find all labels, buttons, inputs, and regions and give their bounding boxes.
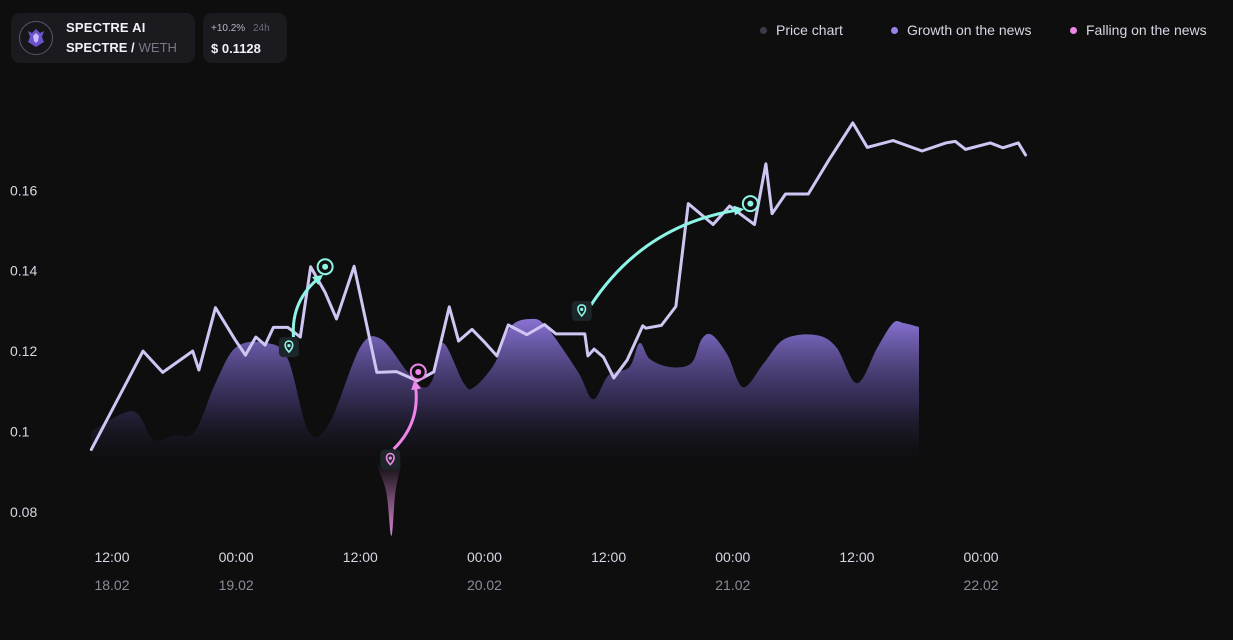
legend-label-growth: Growth on the news xyxy=(907,22,1032,38)
growth-news-arrow xyxy=(291,274,323,338)
legend-item-growth[interactable]: Growth on the news xyxy=(891,22,1032,38)
y-tick-label: 0.08 xyxy=(10,504,37,520)
price-card: +10.2% 24h $ 0.1128 xyxy=(203,13,287,63)
news-pin-icon xyxy=(577,304,587,318)
x-tick-time: 00:00 xyxy=(219,549,254,565)
price-line xyxy=(89,121,1028,452)
price-value: $ 0.1128 xyxy=(211,41,261,56)
price-line-layer xyxy=(89,121,1028,452)
legend-dot-falling xyxy=(1070,26,1077,34)
x-tick-time: 00:00 xyxy=(964,549,999,565)
news-annotations xyxy=(278,195,759,470)
legend-dot-price-chart xyxy=(760,26,767,34)
news-pin-icon xyxy=(385,452,395,466)
x-tick-date: 20.02 xyxy=(467,577,502,593)
y-axis: 0.16 0.14 0.12 0.1 0.08 xyxy=(10,182,37,519)
legend-dot-growth xyxy=(891,26,898,34)
x-tick-date: 18.02 xyxy=(94,577,129,593)
x-tick-time: 12:00 xyxy=(94,549,129,565)
token-base: SPECTRE / xyxy=(66,40,135,55)
x-tick-date: 21.02 xyxy=(715,577,750,593)
token-quote: WETH xyxy=(138,40,177,55)
y-tick-label: 0.14 xyxy=(10,263,37,279)
growth-area xyxy=(91,318,920,470)
legend-label-falling: Falling on the news xyxy=(1086,22,1207,38)
news-target-dot xyxy=(415,368,422,375)
falling-news-arrow xyxy=(392,379,422,451)
y-tick-label: 0.1 xyxy=(10,423,30,439)
news-pin-icon xyxy=(284,340,294,354)
x-tick-time: 12:00 xyxy=(591,549,626,565)
x-axis: 12:00 18.02 00:00 19.02 12:00 00:00 20.02 12:00… xyxy=(94,549,998,593)
news-target-dot xyxy=(322,263,329,270)
price-period: 24h xyxy=(253,23,270,34)
x-tick-time: 00:00 xyxy=(467,549,502,565)
news-pin-icon-dot xyxy=(580,307,584,312)
news-pin-icon-dot xyxy=(287,343,291,348)
x-tick-time: 12:00 xyxy=(343,549,378,565)
news-pin-icon-dot xyxy=(388,456,392,460)
growth-news-arrow xyxy=(589,205,745,306)
legend-item-falling[interactable]: Falling on the news xyxy=(1070,22,1207,38)
legend-label-price-chart: Price chart xyxy=(776,22,843,38)
token-card[interactable]: SPECTRE AI SPECTRE / WETH xyxy=(11,13,195,63)
x-tick-date: 19.02 xyxy=(219,577,254,593)
y-tick-label: 0.16 xyxy=(10,182,37,198)
x-tick-date: 22.02 xyxy=(964,577,999,593)
x-tick-time: 00:00 xyxy=(715,549,750,565)
y-tick-label: 0.12 xyxy=(10,343,37,359)
price-change: +10.2% xyxy=(211,23,246,34)
falling-dip-area xyxy=(375,463,402,536)
wolf-shield-icon xyxy=(19,21,53,55)
token-pair: SPECTRE / WETH xyxy=(66,40,177,55)
growth-area-layer xyxy=(91,318,920,536)
news-target-dot xyxy=(747,200,754,207)
token-name: SPECTRE AI xyxy=(66,20,146,35)
x-tick-time: 12:00 xyxy=(839,549,874,565)
legend-item-price-chart[interactable]: Price chart xyxy=(760,22,843,38)
